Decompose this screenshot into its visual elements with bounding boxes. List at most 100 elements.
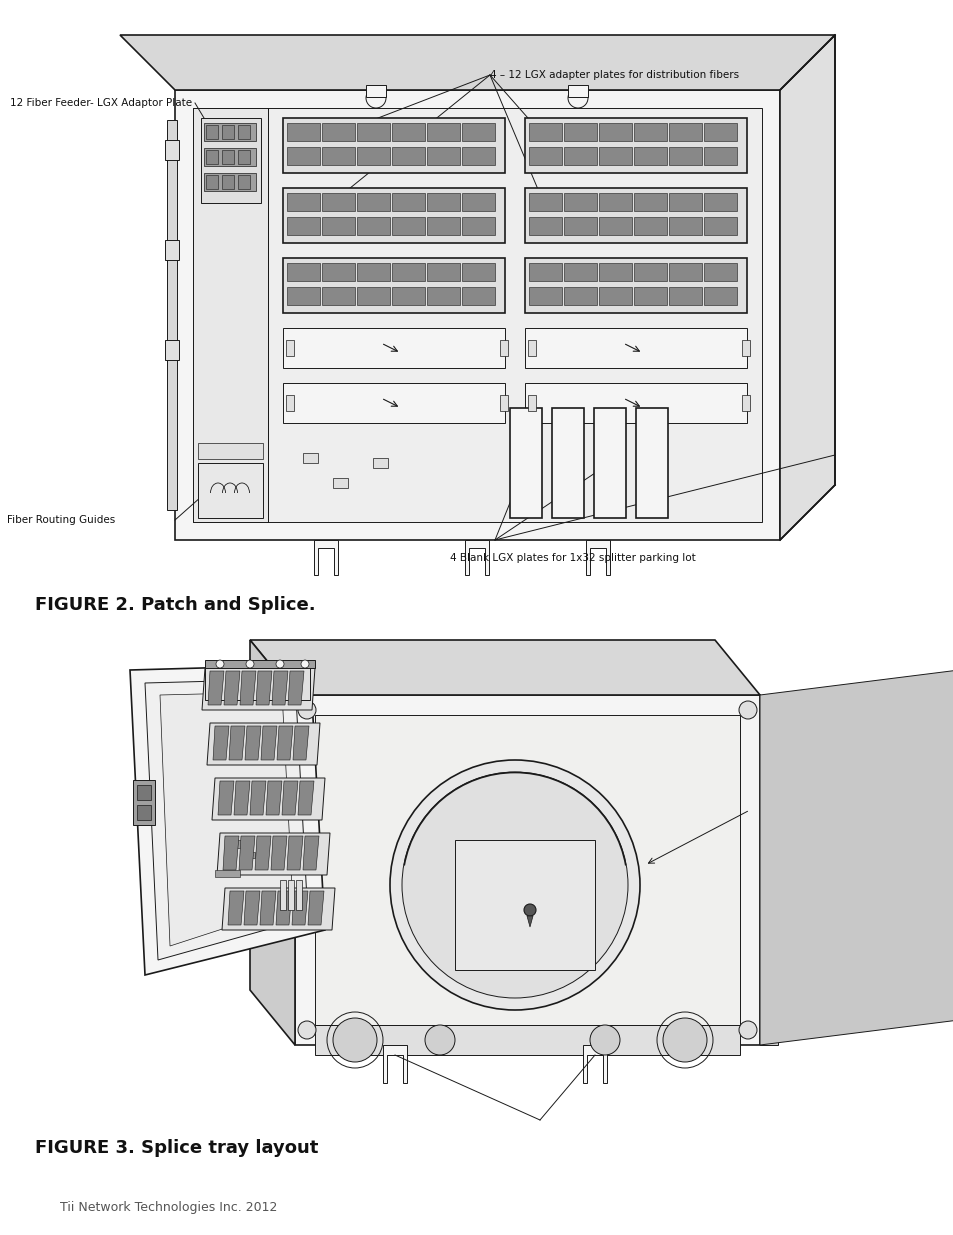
Polygon shape xyxy=(261,726,276,760)
Polygon shape xyxy=(222,888,335,930)
Bar xyxy=(392,193,424,211)
Polygon shape xyxy=(582,1045,606,1083)
Bar xyxy=(634,263,666,282)
Bar xyxy=(392,217,424,235)
Bar xyxy=(392,147,424,165)
Bar xyxy=(461,287,495,305)
Bar xyxy=(356,147,390,165)
Bar xyxy=(314,715,740,1025)
Circle shape xyxy=(366,88,386,107)
Bar xyxy=(598,147,631,165)
Bar xyxy=(527,340,536,356)
Bar xyxy=(303,453,317,463)
Text: 4 Blank LGX plates for 1x32 splitter parking lot: 4 Blank LGX plates for 1x32 splitter par… xyxy=(450,553,695,563)
Bar xyxy=(322,287,355,305)
Bar xyxy=(427,124,459,141)
Circle shape xyxy=(523,904,536,916)
Polygon shape xyxy=(314,540,337,576)
Bar xyxy=(634,287,666,305)
Polygon shape xyxy=(760,640,953,1045)
Bar xyxy=(461,217,495,235)
Bar xyxy=(283,258,504,312)
Bar xyxy=(287,263,319,282)
Text: FIGURE 2. Patch and Splice.: FIGURE 2. Patch and Splice. xyxy=(35,597,315,614)
Bar xyxy=(392,263,424,282)
Circle shape xyxy=(215,659,224,668)
Bar xyxy=(283,383,504,424)
Circle shape xyxy=(246,659,253,668)
Bar xyxy=(322,263,355,282)
Polygon shape xyxy=(303,836,318,869)
Bar xyxy=(563,147,597,165)
Polygon shape xyxy=(213,726,229,760)
Bar xyxy=(703,147,737,165)
Bar xyxy=(165,240,179,261)
Bar xyxy=(524,119,746,173)
Bar xyxy=(668,124,701,141)
Polygon shape xyxy=(292,890,308,925)
Polygon shape xyxy=(260,890,275,925)
Polygon shape xyxy=(216,832,330,876)
Bar xyxy=(165,340,179,359)
Bar xyxy=(703,124,737,141)
Bar xyxy=(427,193,459,211)
Polygon shape xyxy=(145,679,308,960)
Polygon shape xyxy=(266,781,282,815)
Circle shape xyxy=(589,1025,619,1055)
Polygon shape xyxy=(255,671,272,705)
Bar xyxy=(356,124,390,141)
Polygon shape xyxy=(275,890,292,925)
Circle shape xyxy=(401,772,627,998)
Bar xyxy=(204,148,255,165)
Polygon shape xyxy=(207,722,319,764)
Bar xyxy=(198,443,263,459)
Polygon shape xyxy=(250,781,266,815)
Bar xyxy=(294,695,760,1045)
Bar xyxy=(198,487,263,503)
Bar xyxy=(598,287,631,305)
Bar xyxy=(499,340,507,356)
Bar xyxy=(287,287,319,305)
Text: FIGURE 3. Splice tray layout: FIGURE 3. Splice tray layout xyxy=(35,1139,318,1157)
Bar xyxy=(427,217,459,235)
Bar xyxy=(193,107,761,522)
Bar xyxy=(356,217,390,235)
Bar xyxy=(524,188,746,243)
Polygon shape xyxy=(526,916,533,927)
Polygon shape xyxy=(120,35,834,90)
Bar xyxy=(668,193,701,211)
Bar xyxy=(529,124,561,141)
Polygon shape xyxy=(239,836,254,869)
Bar xyxy=(280,881,286,910)
Circle shape xyxy=(739,1021,757,1039)
Bar xyxy=(634,147,666,165)
Circle shape xyxy=(662,1018,706,1062)
Polygon shape xyxy=(297,781,314,815)
Polygon shape xyxy=(271,836,287,869)
Polygon shape xyxy=(293,726,309,760)
Bar xyxy=(529,263,561,282)
Polygon shape xyxy=(276,726,293,760)
Bar xyxy=(563,124,597,141)
Bar xyxy=(225,840,245,848)
Bar xyxy=(204,124,255,141)
Polygon shape xyxy=(205,659,314,668)
Bar xyxy=(527,395,536,411)
Bar xyxy=(552,408,583,517)
Bar xyxy=(198,466,263,480)
Bar xyxy=(322,147,355,165)
Polygon shape xyxy=(272,671,288,705)
Bar xyxy=(237,125,250,140)
Circle shape xyxy=(297,701,315,719)
Circle shape xyxy=(301,659,309,668)
Bar xyxy=(283,188,504,243)
Polygon shape xyxy=(228,890,244,925)
Polygon shape xyxy=(229,726,245,760)
Bar xyxy=(598,124,631,141)
Bar xyxy=(529,147,561,165)
Bar xyxy=(636,408,667,517)
Bar xyxy=(598,193,631,211)
Bar xyxy=(287,193,319,211)
Bar xyxy=(703,287,737,305)
Bar xyxy=(198,463,263,517)
